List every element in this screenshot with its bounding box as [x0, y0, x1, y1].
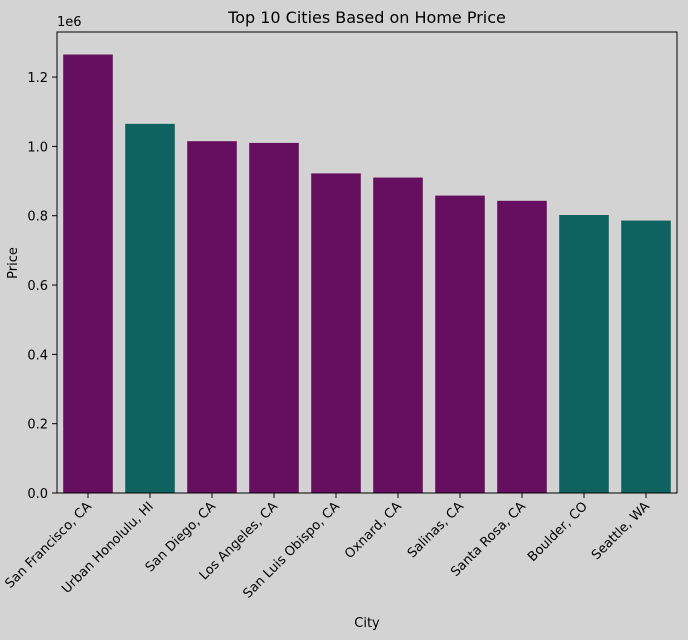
bar-9 — [621, 220, 671, 494]
bar-0 — [63, 54, 113, 493]
bar-2 — [187, 141, 237, 493]
y-tick-label-2: 0.4 — [27, 348, 48, 363]
bars-group — [63, 54, 671, 494]
bar-1 — [125, 123, 175, 493]
y-tick-label-4: 0.8 — [27, 210, 48, 225]
y-tick-label-5: 1.0 — [27, 140, 48, 155]
y-axis: 0.0 0.2 0.4 0.6 0.8 1.0 1.2 — [27, 71, 57, 502]
x-axis-title: City — [354, 616, 380, 631]
y-tick-label-6: 1.2 — [27, 71, 48, 86]
x-tick-label-5: Oxnard, CA — [342, 499, 405, 562]
y-tick-label-3: 0.6 — [27, 279, 48, 294]
y-axis-offset-label: 1e6 — [57, 15, 82, 30]
plot-frame — [56, 31, 678, 494]
y-tick-label-1: 0.2 — [27, 418, 48, 433]
x-tick-label-6: Salinas, CA — [405, 499, 467, 561]
y-axis-title: Price — [6, 247, 21, 279]
x-tick-label-8: Boulder, CO — [525, 499, 591, 565]
chart-title: Top 10 Cities Based on Home Price — [227, 8, 506, 27]
y-tick-label-0: 0.0 — [27, 487, 48, 502]
x-tick-label-9: Seattle, WA — [589, 499, 653, 563]
bar-4 — [311, 173, 361, 493]
bar-3 — [249, 142, 299, 493]
bar-8 — [559, 215, 609, 493]
bar-5 — [373, 177, 423, 493]
bar-7 — [497, 200, 547, 494]
bar-6 — [435, 195, 485, 493]
